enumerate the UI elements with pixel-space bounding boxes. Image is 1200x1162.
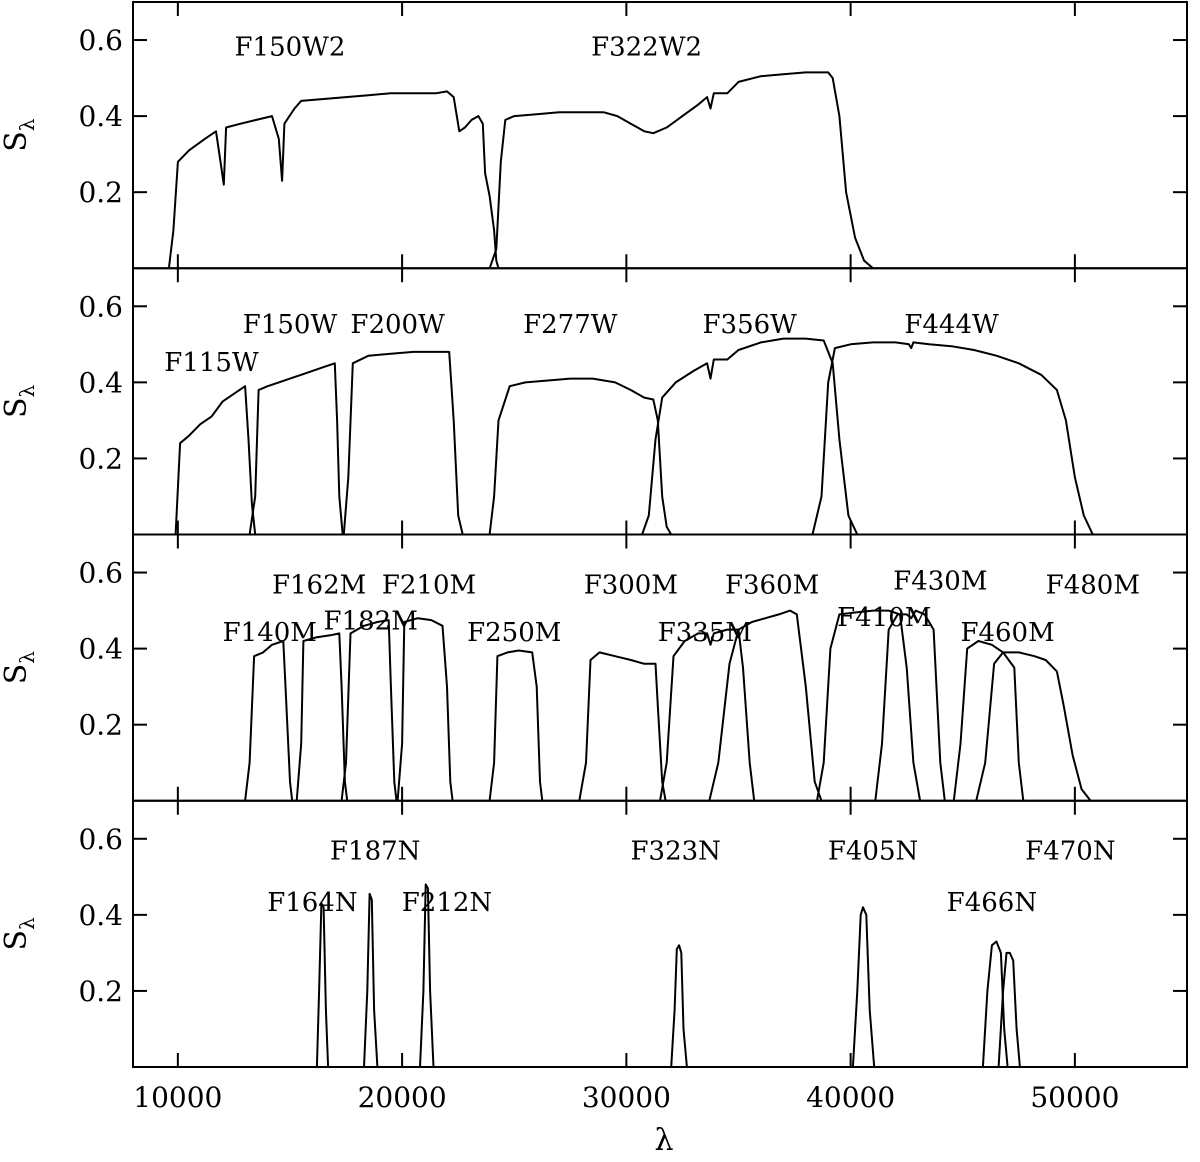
curve-f335m bbox=[659, 628, 756, 801]
filter-label-f480m: F480M bbox=[1046, 570, 1140, 600]
filter-label-f162m: F162M bbox=[272, 570, 366, 600]
filter-label-f405n: F405N bbox=[828, 837, 918, 867]
x-tick-label: 50000 bbox=[1030, 1081, 1119, 1114]
panels-group: 0.2 0.4 0.6 Sλ F150W2 F322W2 0.2 0.4 0.6 Sλ F115W F… bbox=[0, 1, 1188, 1068]
filter-label-f115w: F115W bbox=[164, 348, 259, 378]
y-tick-label: 0.4 bbox=[78, 899, 123, 932]
filter-label-f150w: F150W bbox=[243, 310, 338, 340]
panel-4: 0.2 0.4 0.6 Sλ F164N F187N F212N F323N F405N F466… bbox=[0, 799, 1188, 1068]
curve-f444w bbox=[811, 341, 1094, 535]
x-tick-label: 40000 bbox=[806, 1081, 895, 1114]
y-axis-label: Sλ bbox=[0, 384, 39, 418]
panel-frame bbox=[132, 799, 1188, 1068]
y-axis-label-sub: λ bbox=[15, 651, 39, 664]
curve-f182m bbox=[340, 619, 398, 801]
curve-f164n bbox=[315, 902, 330, 1067]
curves bbox=[167, 71, 874, 269]
curve-f480m bbox=[975, 651, 1092, 801]
y-axis-label-main: S bbox=[0, 930, 34, 951]
filter-label-f140m: F140M bbox=[223, 618, 317, 648]
x-axis-label: λ bbox=[654, 1123, 673, 1158]
curves bbox=[244, 609, 1092, 801]
panel-1: 0.2 0.4 0.6 Sλ F150W2 F322W2 bbox=[0, 1, 1188, 270]
filter-label-f466n: F466N bbox=[947, 888, 1037, 918]
curve-f322w2 bbox=[488, 71, 874, 269]
curve-f277w bbox=[488, 377, 673, 535]
filter-label-f360m: F360M bbox=[725, 570, 819, 600]
x-tick-label: 10000 bbox=[133, 1081, 222, 1114]
filter-label-f182m: F182M bbox=[324, 607, 418, 637]
filter-label-f430m: F430M bbox=[893, 567, 987, 597]
curve-f150w bbox=[248, 362, 344, 535]
x-tick-label: 30000 bbox=[582, 1081, 671, 1114]
y-axis-label: Sλ bbox=[0, 651, 39, 685]
filter-label-f212n: F212N bbox=[402, 888, 492, 918]
y-tick-label: 0.6 bbox=[78, 557, 123, 590]
curves bbox=[315, 883, 1021, 1067]
curve-f460m bbox=[952, 640, 1025, 801]
y-axis-label-main: S bbox=[0, 397, 34, 418]
curve-f323n bbox=[670, 944, 688, 1067]
filter-label-f250m: F250M bbox=[467, 618, 561, 648]
panel-2: 0.2 0.4 0.6 Sλ F115W F150W F200W F277W F356W F444… bbox=[0, 267, 1188, 536]
y-axis-label-main: S bbox=[0, 664, 34, 685]
y-tick-label: 0.2 bbox=[78, 176, 123, 209]
y-tick-label: 0.2 bbox=[78, 709, 123, 742]
y-tick-label: 0.6 bbox=[78, 24, 123, 57]
x-tick-label: 20000 bbox=[358, 1081, 447, 1114]
y-tick-label: 0.4 bbox=[78, 633, 123, 666]
curve-f405n bbox=[851, 906, 876, 1067]
y-axis-label-sub: λ bbox=[15, 917, 39, 930]
curve-f140m bbox=[244, 640, 294, 801]
filter-label-f322w2: F322W2 bbox=[591, 32, 702, 62]
filter-label-f277w: F277W bbox=[523, 310, 618, 340]
y-axis-label-main: S bbox=[0, 131, 34, 152]
curve-f430m bbox=[874, 609, 946, 801]
curve-f210m bbox=[396, 617, 454, 801]
filter-label-f470n: F470N bbox=[1025, 837, 1115, 867]
curves bbox=[174, 337, 1094, 535]
y-tick-label: 0.4 bbox=[78, 100, 123, 133]
curve-f250m bbox=[488, 649, 544, 801]
filter-label-f460m: F460M bbox=[960, 618, 1054, 648]
y-tick-label: 0.2 bbox=[78, 442, 123, 475]
filter-label-f210m: F210M bbox=[382, 570, 476, 600]
filter-label-f187n: F187N bbox=[330, 837, 420, 867]
filter-label-f164n: F164N bbox=[267, 888, 357, 918]
curve-f466n bbox=[981, 940, 1009, 1067]
curve-f150w2 bbox=[167, 90, 500, 269]
curve-f162m bbox=[295, 632, 349, 801]
y-axis-label: Sλ bbox=[0, 118, 39, 152]
filter-label-f323n: F323N bbox=[630, 837, 720, 867]
filter-label-f444w: F444W bbox=[904, 310, 999, 340]
y-tick-label: 0.4 bbox=[78, 366, 123, 399]
filter-label-f200w: F200W bbox=[350, 310, 445, 340]
y-axis-label-sub: λ bbox=[15, 384, 39, 397]
curve-f410m bbox=[816, 609, 922, 801]
filter-label-f335m: F335M bbox=[658, 618, 752, 648]
curve-f360m bbox=[708, 609, 823, 801]
filter-label-f356w: F356W bbox=[703, 310, 798, 340]
panel-frame bbox=[132, 267, 1188, 536]
x-axis: 10000 20000 30000 40000 50000 bbox=[133, 1081, 1119, 1114]
curve-f470n bbox=[997, 951, 1021, 1067]
filter-label-f300m: F300M bbox=[584, 570, 678, 600]
filter-label-f410m: F410M bbox=[837, 603, 931, 633]
y-axis-label-sub: λ bbox=[15, 118, 39, 131]
y-tick-label: 0.6 bbox=[78, 290, 123, 323]
y-tick-label: 0.2 bbox=[78, 975, 123, 1008]
curve-f187n bbox=[363, 892, 379, 1067]
curve-f300m bbox=[578, 651, 667, 801]
filter-label-f150w2: F150W2 bbox=[235, 32, 346, 62]
panel-3: 0.2 0.4 0.6 Sλ F140M F162M F182M F210M F250M F300… bbox=[0, 533, 1188, 802]
y-axis-label: Sλ bbox=[0, 917, 39, 951]
y-tick-label: 0.6 bbox=[78, 823, 123, 856]
curve-f200w bbox=[342, 350, 464, 535]
curve-f115w bbox=[174, 385, 257, 535]
curve-f212n bbox=[419, 883, 435, 1067]
